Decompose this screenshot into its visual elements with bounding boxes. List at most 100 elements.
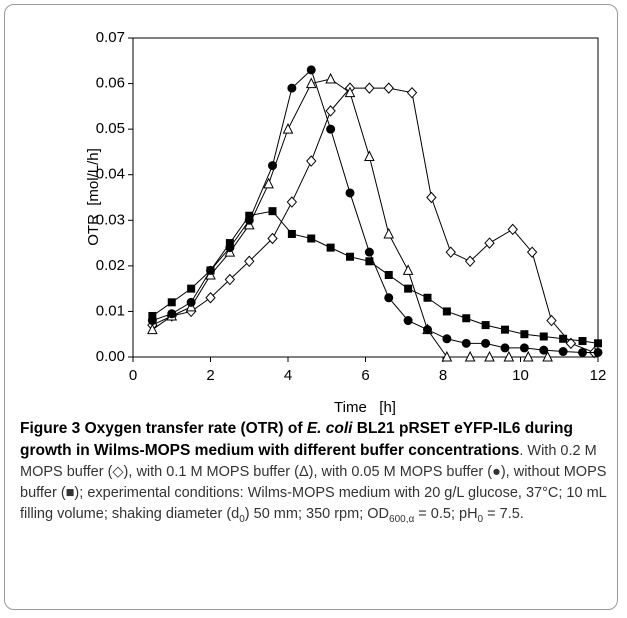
marker [594, 339, 602, 348]
marker [287, 229, 296, 238]
marker [306, 65, 316, 75]
series-line [152, 87, 595, 353]
marker [325, 72, 336, 84]
marker [267, 232, 278, 245]
marker [462, 314, 471, 323]
caption-text: ) 50 mm; 350 rpm; OD [244, 506, 390, 522]
marker [206, 266, 215, 275]
series-line [152, 68, 598, 353]
caption-sub: 0 [239, 513, 245, 525]
marker [546, 314, 557, 327]
marker [578, 347, 587, 357]
marker [593, 347, 603, 357]
caption-text: = 0.5; pH [414, 506, 478, 522]
marker [345, 188, 355, 198]
marker [461, 338, 471, 348]
marker [306, 155, 317, 167]
marker [481, 338, 491, 348]
x-axis-label: Time [h] [334, 399, 396, 416]
marker [441, 350, 453, 362]
marker [484, 350, 495, 362]
marker [383, 82, 394, 94]
x-tick-label: 4 [284, 367, 292, 384]
marker [325, 105, 336, 117]
marker [307, 234, 316, 243]
marker [464, 350, 476, 362]
marker [526, 246, 538, 258]
marker [167, 309, 177, 319]
marker [344, 86, 356, 98]
y-tick-label: 0.04 [96, 166, 125, 183]
chart: Time [h] OTR [mol/L/h] 0.00 0.01 0.02 0.03 0… [85, 29, 607, 416]
marker [268, 207, 277, 216]
y-tick-label: 0.07 [96, 29, 125, 46]
marker [384, 270, 393, 279]
marker [364, 82, 375, 94]
x-tick-label: 8 [439, 367, 447, 384]
marker [268, 161, 277, 171]
marker [426, 191, 437, 204]
marker [503, 350, 515, 362]
x-tick-label: 10 [512, 367, 529, 384]
caption-sub: 600,α [389, 513, 415, 525]
marker [445, 246, 456, 258]
plot-frame [132, 37, 599, 358]
marker [442, 307, 451, 316]
marker [383, 227, 395, 239]
figure-frame [4, 4, 618, 610]
marker [565, 337, 577, 350]
marker [406, 86, 418, 99]
marker [263, 177, 274, 189]
marker [404, 284, 413, 293]
x-tick-label: 6 [361, 367, 369, 384]
y-axis-label: OTR [mol/L/h] [85, 148, 102, 246]
marker [326, 243, 335, 252]
marker [464, 255, 476, 268]
marker [346, 252, 354, 261]
marker [224, 273, 236, 286]
marker [539, 345, 549, 355]
marker [147, 323, 158, 335]
caption-title: Figure 3 Oxygen transfer rate (OTR) of E… [20, 420, 573, 459]
caption-text: E. coli [306, 420, 353, 437]
series-line [152, 78, 548, 358]
marker [500, 343, 510, 353]
marker [282, 123, 294, 134]
marker [384, 293, 394, 303]
marker [442, 334, 452, 344]
y-tick-label: 0.02 [96, 257, 125, 274]
marker [522, 350, 534, 362]
marker [287, 83, 297, 93]
marker [148, 311, 157, 320]
marker [286, 196, 298, 208]
x-tick-label: 12 [590, 367, 607, 384]
marker [542, 350, 553, 362]
marker [167, 298, 176, 307]
marker [244, 255, 255, 268]
caption: Figure 3 Oxygen transfer rate (OTR) of E… [20, 418, 616, 530]
y-tick-label: 0.03 [96, 211, 125, 228]
marker [364, 150, 375, 161]
marker [484, 237, 495, 249]
marker [507, 223, 518, 236]
marker [501, 325, 509, 334]
marker [402, 264, 414, 275]
marker [187, 284, 196, 293]
series-line [152, 210, 599, 344]
marker [326, 124, 336, 134]
marker [559, 334, 568, 343]
marker [423, 293, 432, 302]
marker [364, 247, 374, 257]
marker [403, 316, 413, 326]
y-tick-label: 0.05 [96, 120, 125, 137]
marker [519, 343, 529, 353]
caption-text: Figure 3 Oxygen transfer rate (OTR) of [20, 420, 307, 437]
marker [186, 297, 196, 307]
y-tick-label: 0.00 [96, 348, 125, 365]
y-tick-label: 0.01 [96, 302, 125, 319]
caption-text: = 7.5. [483, 506, 524, 522]
marker [225, 239, 234, 248]
x-tick-label: 2 [206, 367, 214, 384]
caption-text: BL21 pRSET eYFP-IL6 during growth in Wil… [20, 420, 573, 459]
